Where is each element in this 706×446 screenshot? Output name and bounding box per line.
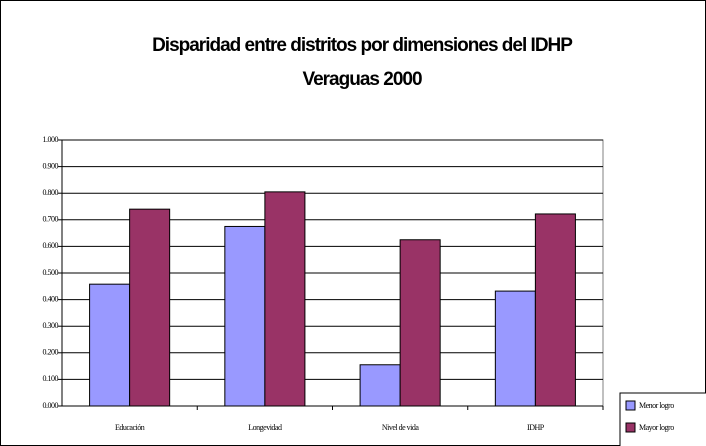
x-tick-label: Longevidad <box>248 423 282 432</box>
y-tick-label: 0.000 <box>43 401 59 410</box>
bar <box>129 208 171 407</box>
legend: Menor logro Mayor logro <box>619 392 706 446</box>
chart-title: Disparidad entre distritos por dimension… <box>152 35 573 56</box>
y-tick-label: 0.900 <box>43 161 59 170</box>
y-tick-label: 0.400 <box>43 294 59 303</box>
bar <box>224 225 266 407</box>
y-tick-label: 1.000 <box>43 135 59 144</box>
x-tick-label: IDHP <box>527 423 545 432</box>
bar <box>89 283 131 407</box>
bar <box>534 213 576 407</box>
y-tick-label: 0.600 <box>43 241 59 250</box>
legend-swatch <box>625 422 636 433</box>
chart-subtitle: Veraguas 2000 <box>302 69 421 90</box>
y-tick-label: 0.300 <box>43 321 59 330</box>
y-tick-label: 0.100 <box>43 374 59 383</box>
x-tick-label: Educación <box>115 423 145 432</box>
y-tick-label: 0.200 <box>43 348 59 357</box>
y-tick-label: 0.700 <box>43 215 59 224</box>
legend-label: Mayor logro <box>639 423 674 432</box>
y-tick-label: 0.800 <box>43 188 59 197</box>
bar <box>399 239 441 407</box>
bar <box>264 191 306 407</box>
legend-label: Menor logro <box>639 401 674 410</box>
legend-swatch <box>625 400 636 411</box>
x-tick-label: Nivel de vida <box>382 423 420 432</box>
y-tick-label: 0.500 <box>43 268 59 277</box>
bar <box>359 364 401 407</box>
bar <box>494 290 536 407</box>
